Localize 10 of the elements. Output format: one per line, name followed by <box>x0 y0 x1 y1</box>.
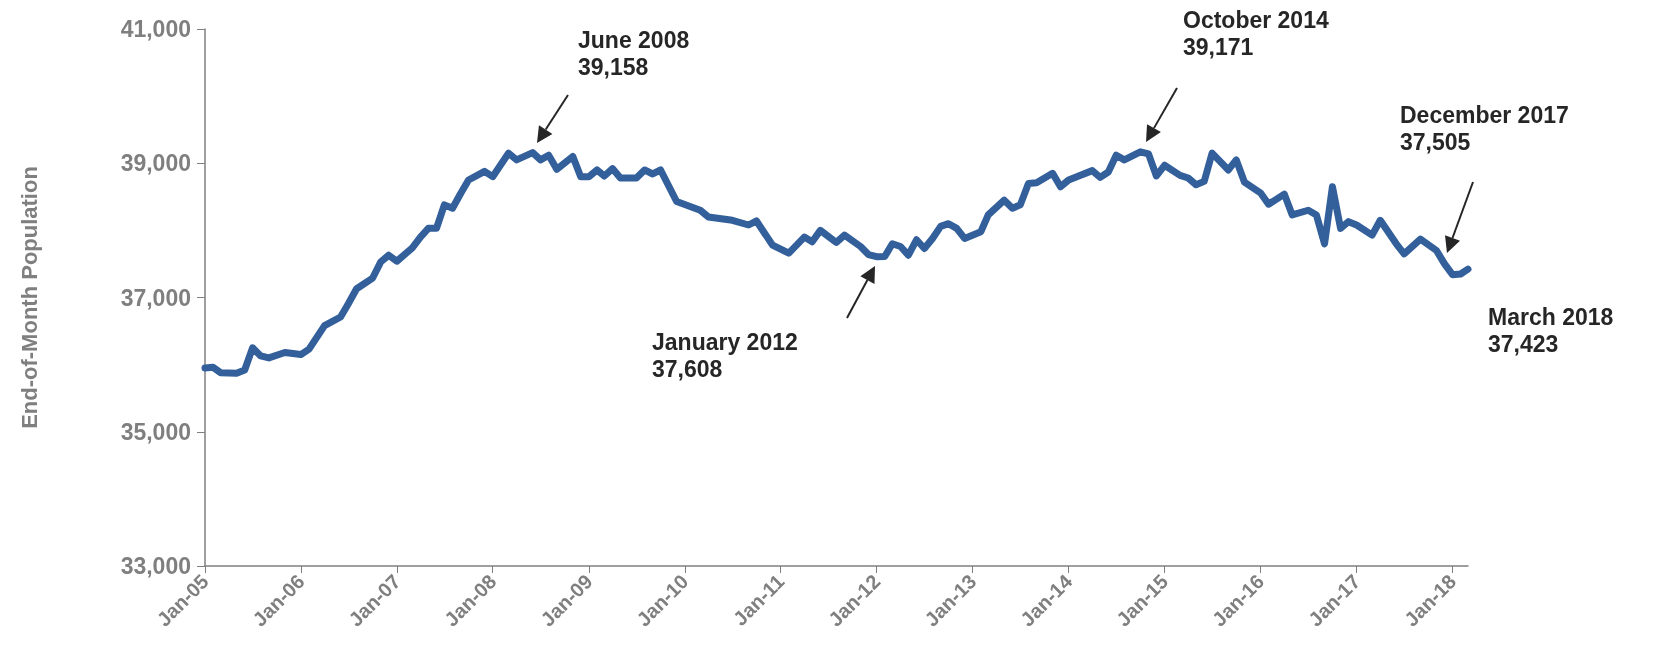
y-tick-label: 37,000 <box>120 284 191 311</box>
annotation: January 2012 37,608 <box>652 329 798 383</box>
y-tick-label: 39,000 <box>120 150 191 177</box>
y-axis-title: End-of-Month Population <box>16 166 42 429</box>
y-tick-label: 35,000 <box>120 418 191 445</box>
annotation: October 2014 39,171 <box>1183 7 1329 61</box>
annotation: December 2017 37,505 <box>1400 102 1569 156</box>
annotation: March 2018 37,423 <box>1488 304 1614 359</box>
y-tick-label: 41,000 <box>120 16 191 42</box>
annotation: June 2008 39,158 <box>578 27 690 81</box>
